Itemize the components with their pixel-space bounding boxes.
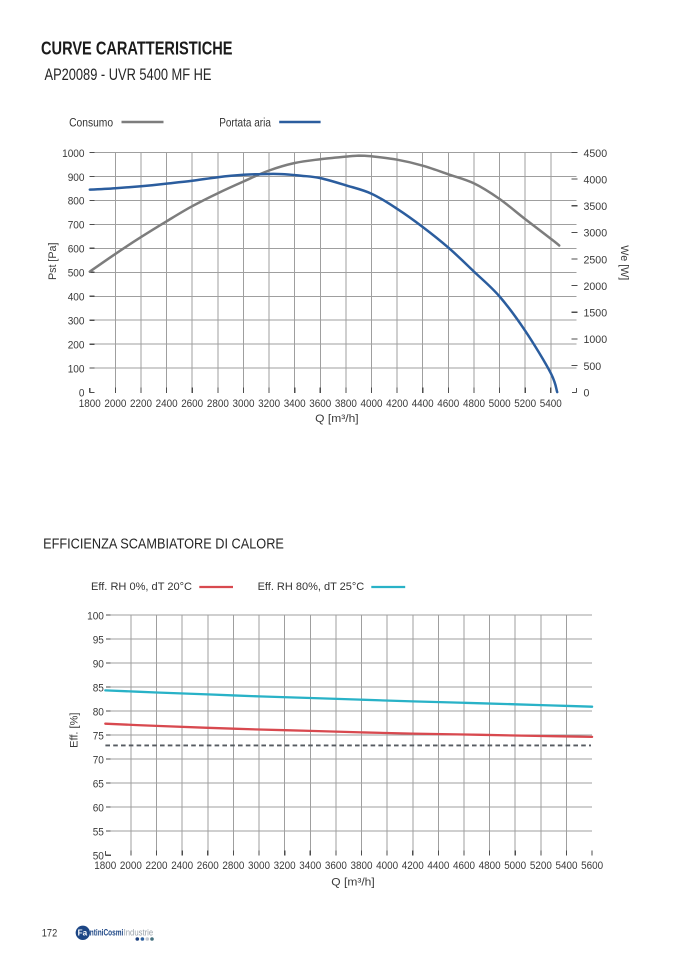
svg-text:5600: 5600	[581, 860, 603, 872]
svg-text:900: 900	[68, 172, 85, 184]
svg-text:5400: 5400	[556, 860, 578, 872]
svg-text:4500: 4500	[584, 148, 608, 160]
svg-text:Pst [Pa]: Pst [Pa]	[47, 243, 59, 281]
svg-text:2200: 2200	[146, 860, 168, 872]
svg-text:2500: 2500	[584, 254, 608, 266]
svg-text:2200: 2200	[130, 398, 152, 410]
svg-text:3000: 3000	[248, 860, 270, 872]
svg-text:4200: 4200	[386, 398, 408, 410]
svg-text:3400: 3400	[299, 860, 321, 872]
svg-text:Consumo: Consumo	[69, 115, 113, 129]
svg-text:55: 55	[93, 826, 104, 838]
svg-text:3400: 3400	[284, 398, 306, 410]
svg-text:95: 95	[93, 634, 104, 646]
svg-text:4200: 4200	[402, 860, 424, 872]
svg-text:We [W]: We [W]	[618, 245, 630, 280]
svg-text:4000: 4000	[376, 860, 398, 872]
svg-text:3000: 3000	[584, 228, 608, 240]
svg-text:AP20089 - UVR 5400 MF HE: AP20089 - UVR 5400 MF HE	[45, 65, 212, 84]
svg-text:200: 200	[68, 340, 85, 352]
svg-text:0: 0	[584, 387, 590, 399]
svg-text:Industrie: Industrie	[124, 928, 154, 938]
svg-text:4000: 4000	[361, 398, 383, 410]
svg-text:70: 70	[93, 754, 104, 766]
svg-text:0: 0	[79, 387, 85, 399]
svg-text:5200: 5200	[514, 398, 536, 410]
svg-text:4400: 4400	[412, 398, 434, 410]
svg-text:Eff. [%]: Eff. [%]	[68, 713, 80, 748]
svg-text:EFFICIENZA SCAMBIATORE DI CALO: EFFICIENZA SCAMBIATORE DI CALORE	[43, 536, 284, 553]
svg-text:1000: 1000	[62, 148, 84, 160]
svg-text:1000: 1000	[584, 334, 608, 346]
svg-text:2600: 2600	[181, 398, 203, 410]
svg-text:4800: 4800	[463, 398, 485, 410]
svg-text:Q [m³/h]: Q [m³/h]	[315, 413, 358, 425]
svg-text:Q [m³/h]: Q [m³/h]	[331, 876, 374, 888]
svg-text:1500: 1500	[584, 308, 608, 320]
svg-text:Eff. RH 0%, dT 20°C: Eff. RH 0%, dT 20°C	[91, 581, 192, 593]
svg-text:4600: 4600	[453, 860, 475, 872]
svg-text:2400: 2400	[156, 398, 178, 410]
svg-text:65: 65	[93, 778, 104, 790]
svg-text:Portata aria: Portata aria	[219, 115, 271, 129]
svg-text:4400: 4400	[427, 860, 449, 872]
svg-text:3200: 3200	[274, 860, 296, 872]
svg-text:Fa: Fa	[78, 929, 88, 938]
svg-text:300: 300	[68, 316, 85, 328]
svg-text:2800: 2800	[207, 398, 229, 410]
svg-text:80: 80	[93, 706, 104, 718]
svg-text:5000: 5000	[489, 398, 511, 410]
svg-text:50: 50	[93, 850, 104, 862]
svg-text:2400: 2400	[171, 860, 193, 872]
svg-text:2000: 2000	[584, 281, 608, 293]
svg-text:60: 60	[93, 802, 104, 814]
svg-text:5400: 5400	[540, 398, 562, 410]
svg-text:5200: 5200	[530, 860, 552, 872]
svg-text:Eff. RH 80%, dT 25°C: Eff. RH 80%, dT 25°C	[258, 581, 365, 593]
svg-text:2800: 2800	[222, 860, 244, 872]
svg-text:2600: 2600	[197, 860, 219, 872]
svg-text:4600: 4600	[437, 398, 459, 410]
svg-text:1800: 1800	[79, 398, 101, 410]
svg-text:2000: 2000	[104, 398, 126, 410]
svg-text:3200: 3200	[258, 398, 280, 410]
svg-text:1800: 1800	[94, 860, 116, 872]
svg-text:4000: 4000	[584, 174, 608, 186]
svg-text:500: 500	[584, 361, 602, 373]
svg-text:ntiniCosmi: ntiniCosmi	[90, 928, 124, 938]
svg-text:90: 90	[93, 658, 104, 670]
svg-text:700: 700	[68, 220, 85, 232]
svg-text:3800: 3800	[335, 398, 357, 410]
svg-text:500: 500	[68, 268, 85, 280]
svg-text:800: 800	[68, 196, 85, 208]
svg-text:3800: 3800	[351, 860, 373, 872]
svg-text:85: 85	[93, 682, 104, 694]
svg-text:3600: 3600	[325, 860, 347, 872]
svg-text:172: 172	[42, 928, 57, 940]
svg-text:4800: 4800	[479, 860, 501, 872]
svg-text:2000: 2000	[120, 860, 142, 872]
svg-text:100: 100	[68, 363, 85, 375]
svg-text:75: 75	[93, 730, 104, 742]
svg-text:3000: 3000	[233, 398, 255, 410]
svg-text:400: 400	[68, 292, 85, 304]
svg-text:600: 600	[68, 244, 85, 256]
svg-text:100: 100	[87, 610, 104, 622]
svg-text:CURVE CARATTERISTICHE: CURVE CARATTERISTICHE	[41, 38, 233, 58]
svg-text:5000: 5000	[504, 860, 526, 872]
svg-text:3500: 3500	[584, 201, 608, 213]
svg-text:3600: 3600	[309, 398, 331, 410]
